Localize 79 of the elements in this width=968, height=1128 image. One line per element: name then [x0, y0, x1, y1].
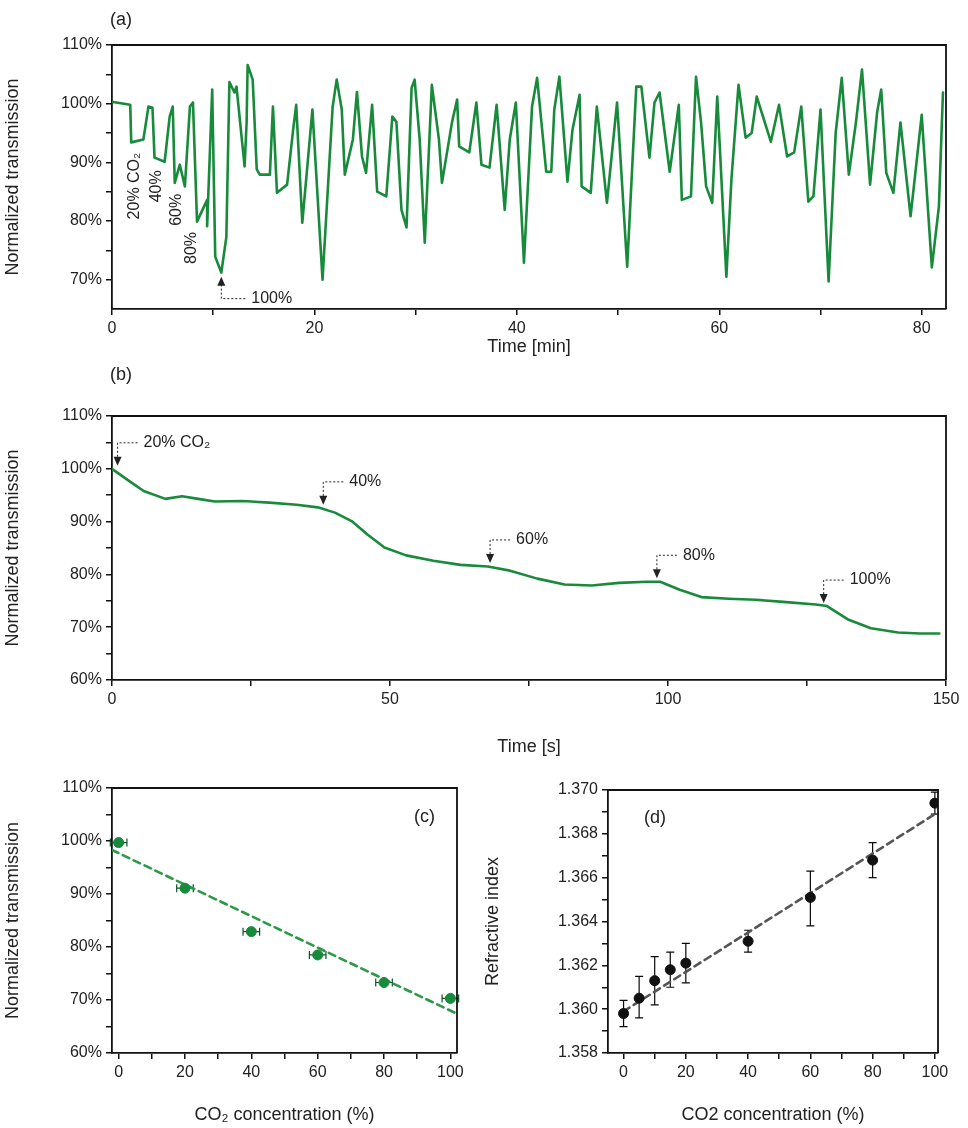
annotation: 20% CO₂ — [143, 433, 211, 451]
x-axis-title: Time [min] — [487, 336, 571, 357]
y-axis-title: Refractive index — [481, 856, 502, 987]
x-tick-label: 80 — [912, 319, 931, 337]
annotation: 80% — [682, 545, 715, 563]
y-axis-title: Normalized transmission — [1, 821, 22, 1020]
x-tick-label: 20 — [305, 319, 324, 337]
y-tick-label: 110% — [62, 406, 102, 424]
x-tick-label: 80 — [863, 1063, 882, 1081]
y-tick-label: 100% — [61, 831, 102, 849]
x-tick-label: 40 — [507, 319, 526, 337]
annotation: 60% — [167, 193, 185, 226]
x-tick-label: 0 — [619, 1063, 629, 1081]
x-tick-label: 0 — [107, 319, 117, 337]
y-tick-label: 1.360 — [557, 999, 599, 1017]
x-tick-label: 40 — [739, 1063, 758, 1081]
y-axis-title: Normalized transmission — [1, 78, 22, 276]
annotation: 100% — [849, 570, 891, 588]
y-tick-label: 70% — [69, 617, 102, 635]
annotation: 60% — [516, 530, 549, 548]
y-tick-label: 80% — [69, 937, 102, 955]
point — [312, 949, 324, 961]
chart-title: (a) — [110, 8, 132, 29]
text: (d) — [644, 806, 666, 827]
x-tick-label: 150 — [932, 690, 960, 708]
y-axis-title: Normalized transmission — [1, 449, 22, 647]
y-tick-label: 1.366 — [557, 868, 599, 886]
x-axis-title: Time [s] — [497, 736, 561, 757]
point — [444, 992, 456, 1004]
y-tick-label: 1.362 — [557, 955, 599, 973]
point — [113, 837, 125, 849]
x-tick-label: 0 — [107, 690, 117, 708]
y-tick-label: 1.358 — [557, 1043, 599, 1061]
annotation: 80% — [182, 231, 200, 264]
x-tick-label: 60 — [801, 1063, 820, 1081]
y-tick-label: 110% — [62, 778, 102, 796]
y-tick-label: 80% — [69, 564, 102, 582]
x-axis-title: CO₂ concentration (%) — [194, 1104, 375, 1125]
text: (c) — [414, 805, 435, 826]
y-tick-label: 1.364 — [557, 911, 599, 929]
point — [804, 891, 816, 903]
y-tick-label: 70% — [69, 990, 102, 1008]
annotation: 100% — [251, 289, 293, 307]
y-tick-label: 90% — [69, 512, 102, 530]
point — [867, 854, 879, 866]
chart-title: (b) — [110, 363, 132, 384]
y-tick-label: 100% — [61, 94, 102, 112]
point — [633, 992, 645, 1004]
x-tick-label: 20 — [676, 1063, 695, 1081]
annotation: 40% — [349, 472, 382, 490]
x-tick-label: 0 — [114, 1063, 124, 1081]
y-tick-label: 100% — [61, 459, 102, 477]
y-tick-label: 90% — [69, 152, 102, 170]
point — [742, 935, 754, 947]
annotation: 40% — [146, 170, 164, 203]
point — [664, 964, 676, 976]
point — [618, 1008, 630, 1020]
x-tick-label: 100 — [437, 1063, 464, 1081]
y-tick-label: 80% — [69, 211, 102, 229]
y-tick-label: 1.368 — [557, 824, 599, 842]
y-tick-label: 110% — [62, 35, 102, 53]
x-tick-label: 60 — [710, 319, 729, 337]
x-tick-label: 100 — [921, 1063, 949, 1081]
point — [649, 975, 661, 987]
point — [680, 957, 692, 969]
y-tick-label: 70% — [69, 270, 102, 288]
x-tick-label: 100 — [654, 690, 682, 708]
x-tick-label: 60 — [308, 1063, 327, 1081]
point — [245, 926, 257, 938]
y-tick-label: 90% — [69, 884, 102, 902]
x-tick-label: 20 — [176, 1063, 194, 1081]
y-tick-label: 60% — [69, 1043, 102, 1061]
x-tick-label: 80 — [375, 1063, 394, 1081]
x-tick-label: 40 — [242, 1063, 261, 1081]
x-axis-title: CO2 concentration (%) — [681, 1104, 865, 1125]
annotation: 20% CO₂ — [124, 152, 142, 220]
y-tick-label: 60% — [69, 670, 102, 688]
x-tick-label: 50 — [381, 690, 399, 708]
y-tick-label: 1.370 — [557, 780, 599, 798]
